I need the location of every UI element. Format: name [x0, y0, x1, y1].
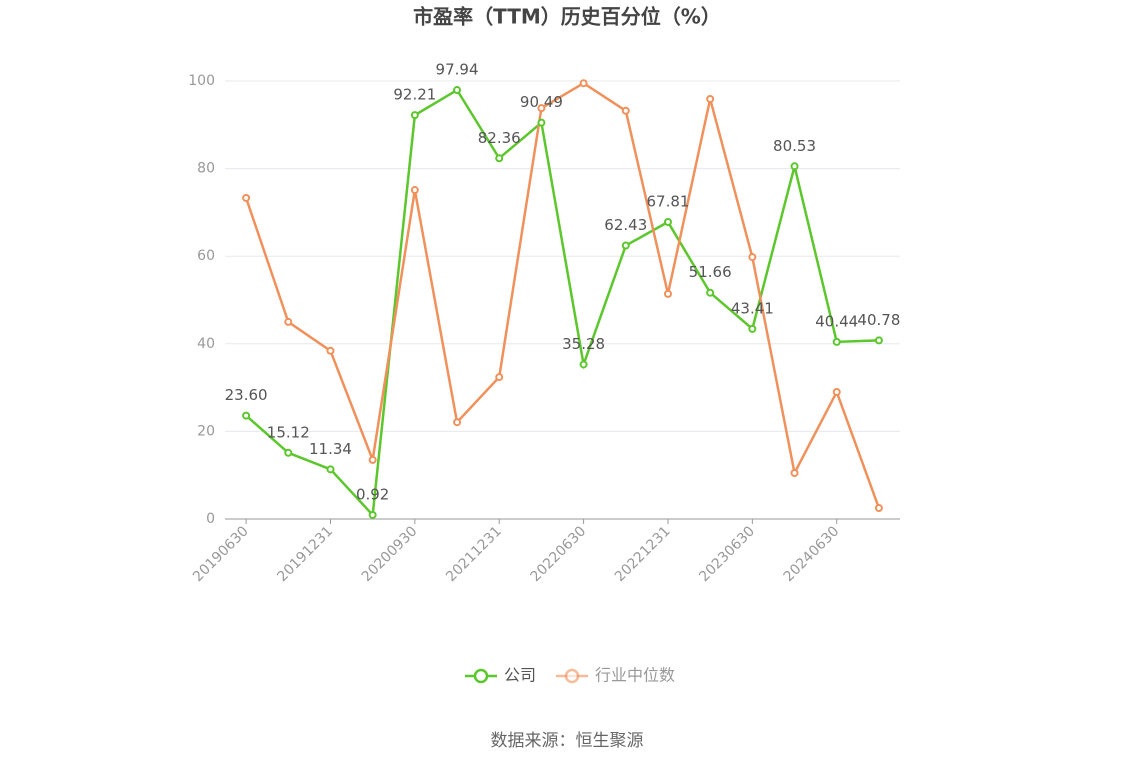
point [748, 253, 757, 262]
point [326, 346, 335, 355]
series-line [244, 81, 881, 509]
point [748, 324, 757, 333]
point [242, 193, 251, 202]
x-tick-label: 20220630 [528, 523, 590, 585]
data-label: 92.21 [393, 86, 436, 104]
y-tick-label: 40 [197, 336, 215, 352]
point [706, 94, 715, 103]
point [368, 510, 377, 519]
point [537, 118, 546, 127]
point [874, 336, 883, 345]
data-label: 62.43 [604, 216, 647, 234]
point [790, 162, 799, 171]
data-label: 43.41 [731, 299, 774, 317]
data-label: 15.12 [267, 423, 310, 441]
legend-label: 行业中位数 [595, 666, 675, 685]
point [284, 317, 293, 326]
x-tick-label: 20240630 [781, 523, 843, 585]
point [368, 455, 377, 464]
data-label: 23.60 [225, 386, 268, 404]
point [874, 504, 883, 513]
data-label: 51.66 [689, 263, 732, 281]
data-label: 90.49 [520, 93, 563, 111]
point [832, 387, 841, 396]
point [537, 104, 546, 113]
legend-marker [473, 668, 489, 684]
data-label: 67.81 [646, 192, 689, 210]
point [579, 79, 588, 88]
point [410, 111, 419, 120]
y-tick-label: 80 [197, 161, 215, 177]
data-label: 35.28 [562, 335, 605, 353]
y-tick-label: 20 [197, 423, 215, 439]
point [621, 241, 630, 250]
data-label: 11.34 [309, 440, 352, 458]
data-label: 80.53 [773, 137, 816, 155]
data-label: 0.92 [356, 485, 389, 503]
point [242, 411, 251, 420]
point [453, 86, 462, 95]
legend: 公司 行业中位数 [465, 666, 675, 685]
point [410, 186, 419, 195]
data-label: 40.78 [857, 311, 900, 329]
legend-label: 公司 [504, 666, 536, 685]
point [453, 418, 462, 427]
data-label: 40.44 [815, 312, 858, 330]
point [495, 154, 504, 163]
x-tick-label: 20221231 [612, 523, 674, 585]
x-tick-label: 20211231 [443, 523, 505, 585]
data-label: 82.36 [478, 129, 521, 147]
x-tick-label: 20190630 [190, 523, 252, 585]
point [832, 337, 841, 346]
data-label: 97.94 [436, 61, 479, 79]
point [663, 289, 672, 298]
y-tick-label: 60 [197, 248, 215, 264]
point [326, 465, 335, 474]
x-tick-label: 20200930 [359, 523, 421, 585]
chart-title: 市盈率（TTM）历史百分位（%） [413, 5, 721, 29]
point [621, 106, 630, 115]
point [495, 373, 504, 382]
source-note: 数据来源：恒生聚源 [491, 731, 644, 751]
point [706, 288, 715, 297]
y-tick-label: 100 [188, 73, 215, 89]
point [790, 469, 799, 478]
legend-marker [564, 668, 580, 684]
x-tick-label: 20230630 [696, 523, 758, 585]
point [284, 448, 293, 457]
point [579, 360, 588, 369]
x-tick-label: 20191231 [274, 523, 336, 585]
series-line [245, 88, 879, 518]
y-tick-label: 0 [206, 511, 215, 527]
point [663, 217, 672, 226]
